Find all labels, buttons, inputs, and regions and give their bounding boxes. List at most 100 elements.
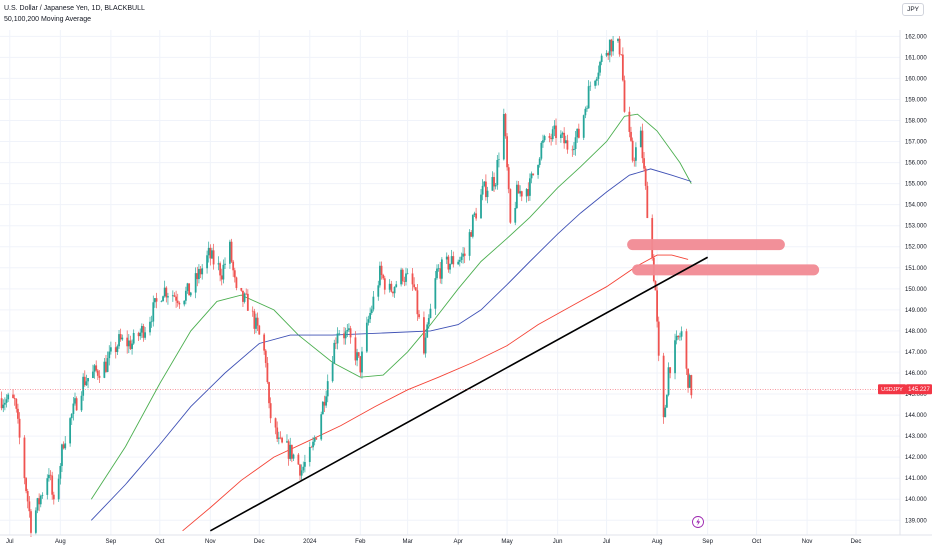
candle-up [597, 72, 600, 79]
candle-up [69, 418, 72, 444]
candle-down [17, 408, 19, 419]
candle-down [621, 54, 624, 81]
candle-up [356, 352, 358, 361]
candle-down [219, 263, 222, 276]
candle-up [551, 129, 554, 140]
candle-up [538, 158, 541, 165]
drawings[interactable] [0, 239, 878, 532]
candle-up [3, 402, 6, 405]
candle-up [584, 108, 587, 116]
candle-up [370, 309, 373, 314]
candle-down [643, 158, 645, 169]
candle-up [542, 140, 544, 143]
candle-up [207, 247, 210, 256]
candle-down [349, 328, 352, 338]
y-tick-label: 161.000 [905, 55, 927, 61]
candle-up [222, 264, 225, 280]
candle-down [212, 250, 215, 265]
candle-down [555, 125, 557, 139]
candle-down [390, 283, 393, 292]
candle-down [354, 337, 357, 361]
candle-up [167, 296, 169, 298]
x-tick-label: 2024 [303, 539, 317, 545]
x-tick-label: Jul [6, 539, 14, 545]
candle-up [344, 331, 347, 339]
candle-down [18, 418, 21, 438]
candle-down [114, 347, 117, 352]
candle-down [26, 491, 29, 502]
candle-down [126, 337, 129, 347]
ma-50-line [90, 113, 692, 500]
candle-down [657, 321, 660, 356]
candle-down [439, 268, 442, 279]
candle-up [400, 269, 403, 285]
x-tick-label: Aug [55, 539, 66, 545]
candle-up [103, 361, 106, 378]
candle-down [414, 287, 417, 291]
candle-up [436, 268, 438, 279]
candle-up [449, 263, 451, 270]
candle-up [674, 340, 676, 374]
candle-up [171, 295, 174, 297]
candle-up [605, 52, 608, 56]
candle-down [334, 342, 337, 344]
candle-up [153, 298, 156, 303]
candle-down [669, 367, 672, 374]
candle-down [520, 191, 523, 197]
lightning-icon[interactable] [692, 516, 704, 528]
candle-down [631, 140, 634, 161]
price-badge [906, 384, 932, 395]
y-tick-label: 142.000 [905, 455, 927, 461]
candle-down [52, 494, 55, 500]
candle-up [132, 332, 135, 344]
candle-down [651, 218, 654, 258]
candle-up [586, 108, 588, 109]
symbol-badge-text: USDJPY [881, 387, 903, 393]
candle-up [458, 259, 461, 262]
candle-up [74, 398, 76, 404]
candle-down [310, 446, 313, 448]
grid [0, 30, 900, 535]
candle-down [577, 128, 580, 138]
candle-down [176, 300, 179, 303]
candle-up [336, 333, 339, 344]
candle-down [281, 437, 283, 443]
candle-up [118, 334, 120, 347]
y-tick-label: 156.000 [905, 161, 927, 167]
candle-up [162, 296, 164, 302]
candle-up [519, 191, 522, 194]
x-tick-label: Dec [254, 539, 265, 545]
candle-up [675, 335, 678, 341]
y-tick-label: 143.000 [905, 434, 927, 440]
currency-button[interactable]: JPY [902, 3, 924, 16]
candle-up [680, 331, 683, 337]
candle-down [644, 168, 647, 186]
candle-up [457, 261, 460, 265]
candle-down [493, 177, 495, 187]
x-tick-label: Oct [752, 539, 762, 545]
candle-up [635, 147, 637, 161]
x-tick-label: Aug [652, 539, 663, 545]
candle-up [312, 441, 314, 448]
candle-up [93, 365, 96, 372]
time-axis[interactable]: Jul Aug Sep Oct Nov Dec 2024 Feb Mar Apr May Jun Jul… [6, 539, 861, 545]
price-axis[interactable]: 139.000 140.000 141.000 142.000 143.000 144.0… [905, 34, 927, 524]
candle-up [36, 498, 39, 511]
y-tick-label: 139.000 [905, 518, 927, 524]
candle-down [98, 375, 101, 378]
candle-down [517, 184, 520, 194]
price-badge-text: 145.227 [908, 387, 930, 393]
candle-down [251, 310, 254, 312]
candle-down [383, 278, 386, 290]
y-tick-label: 155.000 [905, 182, 927, 188]
candle-up [80, 395, 83, 411]
candle-up [87, 377, 89, 382]
candle-down [509, 189, 512, 223]
candle-up [149, 321, 151, 333]
candle-down [357, 352, 360, 357]
candle-down [506, 136, 508, 168]
candle-up [595, 78, 598, 81]
candle-down [392, 291, 394, 294]
candle-up [589, 85, 592, 87]
